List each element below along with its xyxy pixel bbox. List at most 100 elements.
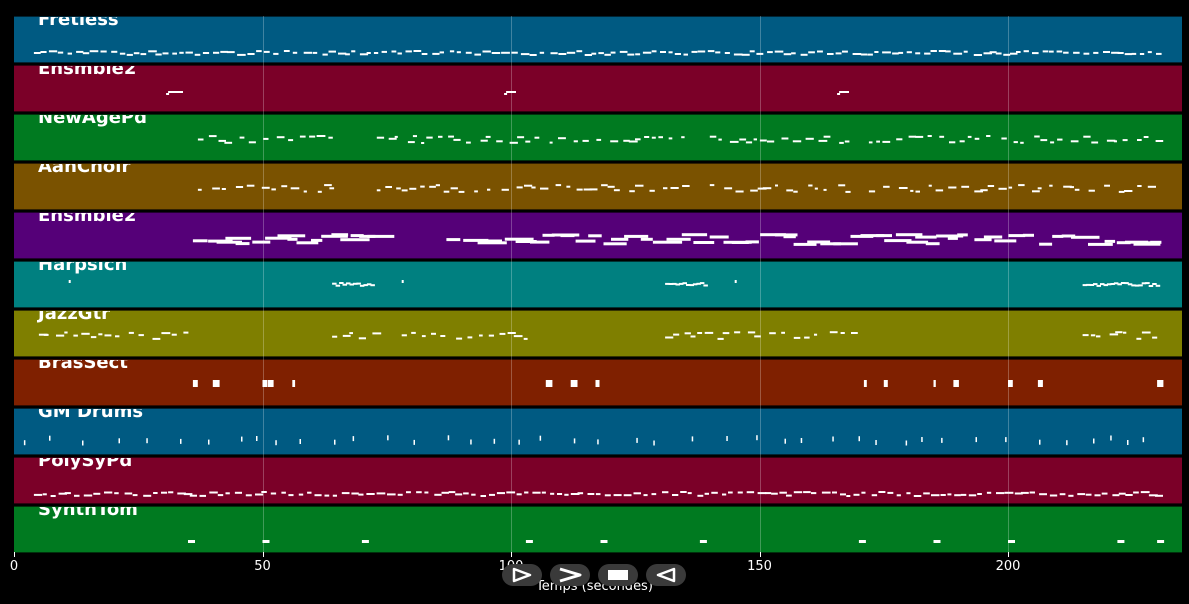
note: [774, 233, 798, 237]
note: [324, 494, 330, 497]
note: [905, 440, 908, 446]
note: [541, 491, 546, 494]
note: [507, 332, 516, 334]
note: [724, 187, 733, 190]
note: [883, 380, 888, 387]
note: [346, 282, 351, 285]
note: [439, 51, 444, 54]
note: [691, 436, 694, 442]
note: [842, 50, 848, 53]
note: [329, 187, 335, 190]
note: [1056, 50, 1063, 53]
note: [496, 492, 505, 495]
note: [715, 51, 721, 54]
track-label: BrasSect: [38, 359, 128, 373]
note: [1014, 492, 1023, 495]
note: [1040, 139, 1048, 142]
note: [474, 53, 481, 56]
track-7: BrasSect: [14, 359, 1182, 406]
note: [1089, 284, 1095, 286]
note: [1106, 283, 1112, 286]
note: [963, 50, 968, 53]
note: [558, 137, 566, 140]
note: [1069, 186, 1074, 189]
note: [513, 335, 523, 338]
piano-roll-plot: Fretless Ensmble2 NewAgePd AahChoir Ensmble2…: [14, 16, 1182, 553]
note: [734, 331, 741, 334]
stop-button[interactable]: [598, 564, 638, 586]
note: [745, 141, 753, 144]
note: [83, 494, 93, 497]
note: [288, 139, 294, 142]
x-tick: [262, 552, 264, 557]
note: [596, 138, 602, 141]
note: [520, 53, 530, 56]
note: [1157, 380, 1164, 387]
note: [566, 51, 576, 54]
x-tick: [759, 552, 761, 557]
note: [570, 380, 578, 387]
note: [613, 494, 622, 497]
note: [321, 234, 348, 238]
note: [895, 233, 923, 237]
note: [292, 51, 298, 54]
x-tick: [14, 552, 15, 557]
next-button[interactable]: [550, 564, 590, 586]
track-label: JazzGtr: [38, 310, 111, 324]
note: [487, 239, 502, 243]
note: [821, 491, 831, 494]
note: [557, 493, 563, 495]
note: [668, 283, 674, 285]
note: [482, 50, 491, 53]
note: [1057, 138, 1063, 141]
note: [73, 334, 78, 337]
note: [793, 491, 803, 494]
note: [225, 492, 230, 495]
back-button[interactable]: [646, 564, 686, 586]
note: [600, 540, 608, 543]
note: [774, 50, 784, 53]
note: [93, 492, 101, 495]
note: [696, 282, 701, 285]
note: [887, 491, 894, 494]
note: [672, 494, 679, 496]
note: [401, 189, 408, 192]
track-notes: [197, 135, 1164, 144]
note: [745, 240, 759, 244]
note: [387, 435, 389, 441]
play-button[interactable]: [502, 564, 542, 586]
note: [488, 334, 494, 337]
note: [595, 380, 600, 387]
note: [1059, 493, 1066, 496]
note: [506, 491, 516, 494]
note: [1120, 282, 1126, 284]
note: [496, 140, 503, 143]
note: [689, 284, 694, 287]
note: [1117, 540, 1125, 543]
note: [699, 282, 705, 285]
note: [924, 52, 931, 55]
note: [487, 188, 491, 191]
x-tick: [1008, 552, 1010, 557]
note: [363, 284, 368, 287]
track-label: GM Drums: [38, 408, 144, 422]
note: [1124, 282, 1129, 285]
note: [1093, 438, 1095, 444]
note: [1124, 190, 1133, 192]
note: [800, 53, 808, 56]
note: [465, 51, 472, 54]
note: [910, 189, 914, 192]
note: [366, 493, 375, 495]
note: [896, 138, 903, 141]
note: [33, 52, 41, 54]
note: [833, 242, 858, 246]
note: [1113, 282, 1119, 285]
note: [737, 491, 743, 494]
note: [148, 50, 157, 53]
note: [516, 493, 522, 496]
note: [504, 237, 534, 241]
note: [114, 492, 119, 495]
note: [162, 52, 169, 55]
note: [704, 331, 714, 334]
note: [183, 331, 189, 334]
